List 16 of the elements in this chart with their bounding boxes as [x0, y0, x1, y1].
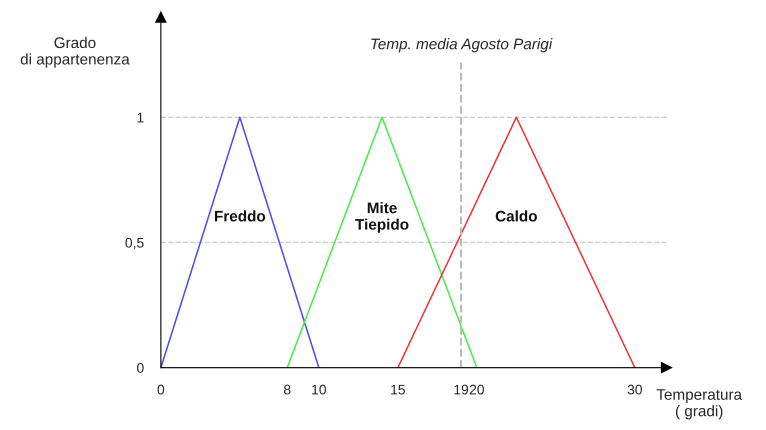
x-tick-label: 8: [284, 384, 291, 395]
series-label: Mite Tiepido: [355, 202, 408, 233]
x-tick-label: 30: [628, 384, 642, 395]
x-tick-label: 20: [470, 384, 484, 395]
series-label: Freddo: [214, 210, 266, 222]
x-tick-label: 19: [454, 384, 468, 395]
y-tick-label: 1: [138, 112, 144, 122]
ref-line-label: Temp. media Agosto Parigi: [371, 38, 553, 52]
x-tick-label: 10: [312, 384, 326, 395]
x-tick-label: 15: [391, 384, 405, 395]
y-axis-title: Grado di appartenenza: [20, 36, 130, 68]
y-tick-label: 0,5: [125, 238, 144, 250]
x-tick-label: 0: [158, 384, 164, 395]
y-tick-label: 0: [137, 362, 144, 373]
series-label: Caldo: [496, 210, 537, 222]
x-axis-title: Temperatura ( gradi): [656, 389, 742, 420]
